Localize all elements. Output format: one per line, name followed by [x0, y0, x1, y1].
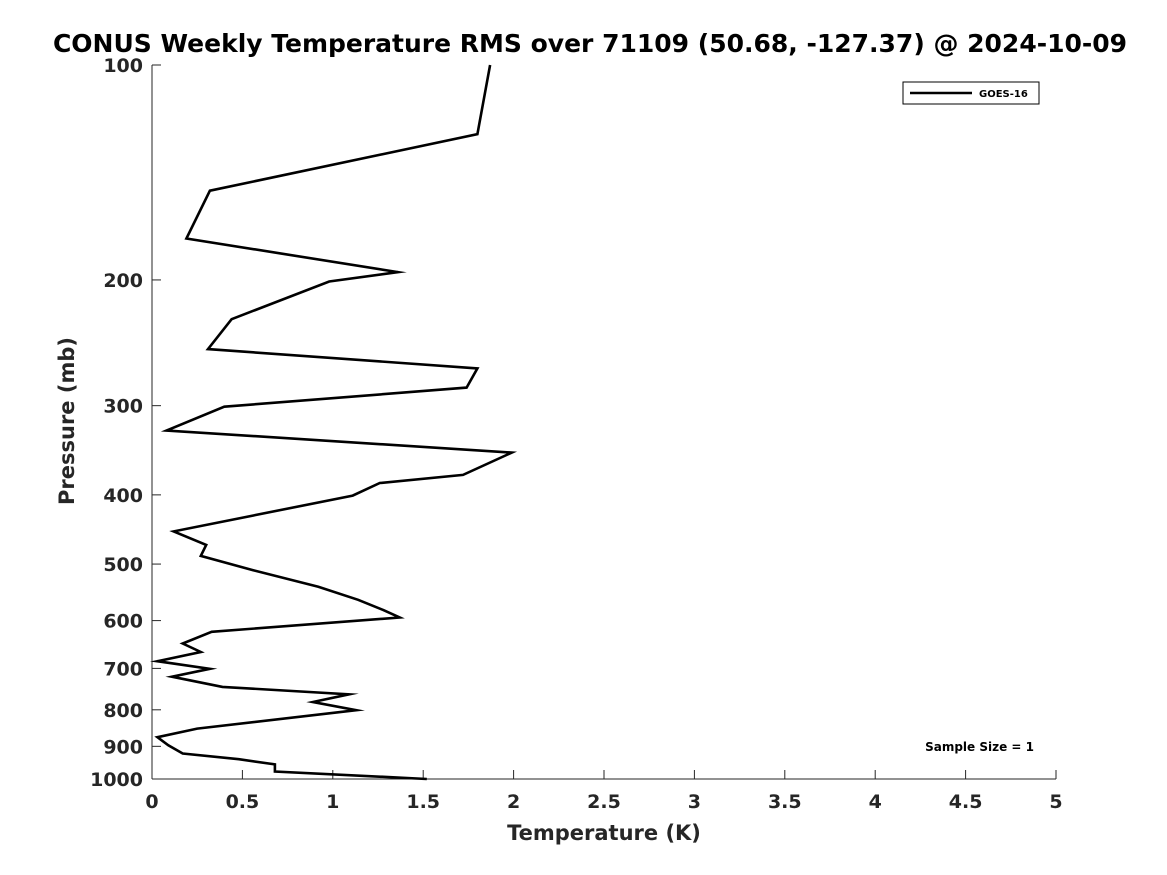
x-tick-label: 0	[145, 791, 158, 813]
x-tick-label: 1	[326, 791, 339, 813]
x-tick-label: 5	[1049, 791, 1062, 813]
y-tick-label: 1000	[90, 769, 143, 791]
x-tick-label: 1.5	[406, 791, 440, 813]
legend: GOES-16	[903, 82, 1039, 104]
x-tick-label: 3	[688, 791, 701, 813]
x-tick-label: 0.5	[226, 791, 260, 813]
x-tick-label: 3.5	[768, 791, 802, 813]
y-tick-label: 600	[103, 611, 143, 633]
y-tick-label: 500	[103, 554, 143, 576]
y-tick-label: 100	[103, 55, 143, 77]
chart-title: CONUS Weekly Temperature RMS over 71109 …	[53, 29, 1127, 58]
y-tick-label: 900	[103, 736, 143, 758]
y-tick-label: 400	[103, 485, 143, 507]
x-tick-label: 4	[869, 791, 882, 813]
x-tick-label: 4.5	[949, 791, 983, 813]
y-axis-label: Pressure (mb)	[55, 337, 79, 505]
x-tick-label: 2	[507, 791, 520, 813]
sample-size-annotation: Sample Size = 1	[925, 740, 1034, 754]
x-tick-label: 2.5	[587, 791, 621, 813]
x-axis-label: Temperature (K)	[507, 821, 701, 845]
y-tick-label: 200	[103, 270, 143, 292]
y-tick-label: 300	[103, 396, 143, 418]
y-tick-label: 800	[103, 700, 143, 722]
legend-label-goes-16: GOES-16	[979, 89, 1028, 100]
y-tick-label: 700	[103, 658, 143, 680]
